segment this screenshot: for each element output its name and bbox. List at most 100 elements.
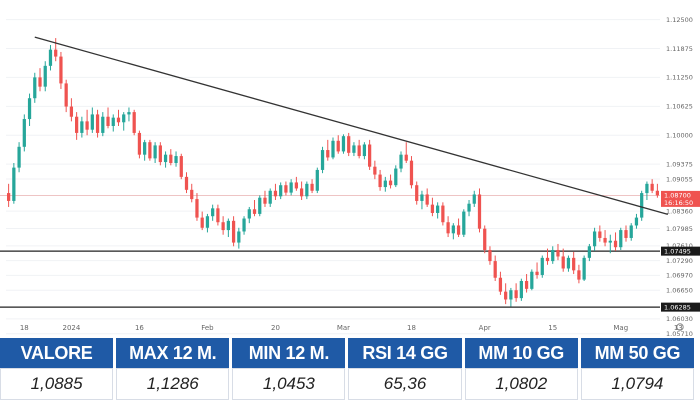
candle-body <box>305 183 309 197</box>
candle-body <box>598 231 602 238</box>
candle-body <box>127 112 131 115</box>
candle-body <box>95 114 100 133</box>
candle-body <box>111 117 115 126</box>
y-tick-label: 1.10000 <box>666 132 693 140</box>
candle-body <box>258 197 262 214</box>
stat-header-valore: VALORE <box>0 338 114 368</box>
candle-body <box>310 183 314 191</box>
candle-body <box>514 290 518 299</box>
candle-body <box>64 83 68 107</box>
candle-body <box>467 203 471 212</box>
candle-body <box>163 154 168 163</box>
candle-body <box>54 49 58 57</box>
stat-value-min-12m: 1,0453 <box>232 368 346 400</box>
candle-body <box>179 156 183 177</box>
candle-body <box>153 145 157 159</box>
x-tick-label: 20 <box>271 324 280 332</box>
candle-body <box>430 204 435 213</box>
stat-header-mm-50gg: MM 50 GG <box>580 338 694 368</box>
candle-body <box>216 208 220 223</box>
candle-body <box>504 291 508 300</box>
candle-body <box>273 190 278 197</box>
candle-body <box>205 216 210 228</box>
candle-body <box>336 140 340 152</box>
y-tick-label: 1.11875 <box>666 45 693 53</box>
candle-body <box>284 185 288 193</box>
axis-settings <box>676 323 684 331</box>
candle-body <box>378 174 382 188</box>
level-price-label: 1.07495 <box>664 247 691 255</box>
candle-body <box>137 132 142 155</box>
candle-body <box>320 150 325 170</box>
candle-body <box>116 117 121 123</box>
candle-body <box>22 119 26 147</box>
candle-body <box>122 114 126 123</box>
candle-body <box>451 225 455 234</box>
candle-body <box>341 136 346 152</box>
candle-body <box>587 246 591 258</box>
y-tick-label: 1.07290 <box>666 257 693 265</box>
candle-body <box>556 249 560 257</box>
stats-header-row: VALORE MAX 12 M. MIN 12 M. RSI 14 GG MM … <box>0 338 694 368</box>
candle-body <box>352 145 356 153</box>
x-tick-label: 2024 <box>62 324 80 332</box>
stat-value-valore: 1,0885 <box>0 368 114 400</box>
candle-body <box>174 156 178 163</box>
candle-body <box>488 249 492 262</box>
candle-body <box>237 231 241 243</box>
candle-body <box>143 142 147 155</box>
grid-lines <box>6 19 660 335</box>
y-tick-label: 1.09055 <box>666 175 693 183</box>
trendline-group <box>34 36 669 215</box>
candle-body <box>101 116 105 133</box>
y-tick-label: 1.09375 <box>666 160 693 168</box>
stats-panel: VALORE MAX 12 M. MIN 12 M. RSI 14 GG MM … <box>0 338 700 400</box>
candle-body <box>498 277 503 292</box>
level-price-box <box>661 302 700 312</box>
stats-value-row: 1,0885 1,1286 1,0453 65,36 1,0802 1,0794 <box>0 368 694 400</box>
x-tick-label: 16 <box>135 324 144 332</box>
candle-body <box>38 77 42 87</box>
candle-body <box>226 220 230 231</box>
candle-body <box>582 257 586 280</box>
y-tick-label: 1.06030 <box>666 315 693 323</box>
x-tick-label: 18 <box>20 324 29 332</box>
candle-body <box>446 222 450 234</box>
candle-body <box>519 280 523 299</box>
candle-body <box>645 183 649 194</box>
stat-header-rsi-14gg: RSI 14 GG <box>348 338 462 368</box>
x-tick-label: Mar <box>337 324 350 332</box>
horizontal-levels <box>0 195 660 308</box>
current-price-box <box>661 190 700 207</box>
candle-body <box>456 225 461 235</box>
settings-gear-icon[interactable] <box>676 323 684 331</box>
candle-body <box>624 230 628 238</box>
candle-body <box>242 218 246 232</box>
x-tick-label: Feb <box>201 324 214 332</box>
candle-body <box>347 136 351 153</box>
candle-body <box>148 142 152 159</box>
candle-body <box>561 256 565 269</box>
y-tick-label: 1.07985 <box>666 225 693 233</box>
candle-body <box>6 193 11 201</box>
candle-body <box>169 154 173 163</box>
candle-body <box>477 194 482 229</box>
stat-value-mm-50gg: 1,0794 <box>580 368 694 400</box>
candle-body <box>221 222 225 231</box>
candle-body <box>540 257 544 275</box>
stat-value-rsi-14gg: 65,36 <box>348 368 462 400</box>
candle-body <box>200 217 204 228</box>
candle-body <box>195 199 199 218</box>
x-tick-label: 13 <box>674 324 683 332</box>
candle-body <box>577 270 581 280</box>
candle-body <box>211 208 215 217</box>
y-tick-label: 1.07610 <box>666 242 693 250</box>
candle-body <box>368 144 372 167</box>
candle-body <box>268 190 272 204</box>
x-tick-label: 15 <box>548 324 557 332</box>
candle-body <box>634 217 639 226</box>
candle-body <box>409 160 414 186</box>
candle-body <box>106 116 110 126</box>
candle-body <box>425 194 429 205</box>
